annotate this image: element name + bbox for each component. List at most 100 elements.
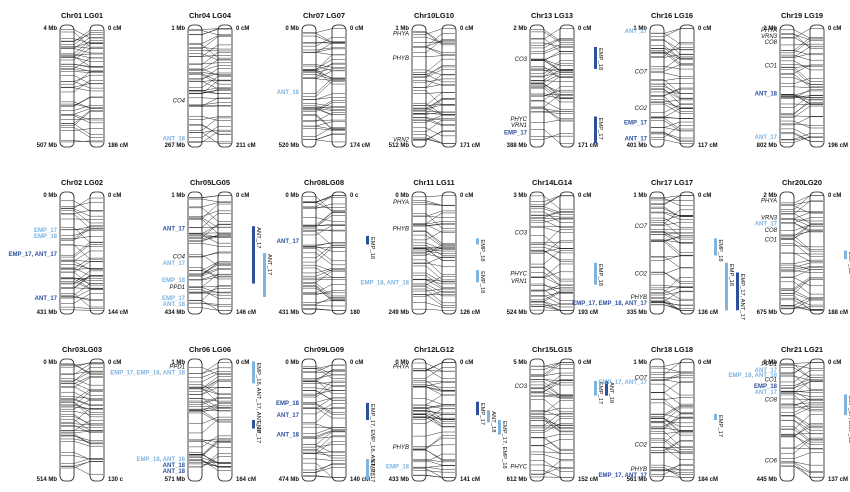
- marker-link: [663, 289, 681, 300]
- marker-link: [425, 231, 443, 246]
- marker-link: [663, 79, 681, 94]
- marker-link: [793, 461, 811, 472]
- genetic-start-label: 0 c: [350, 193, 359, 199]
- marker-link: [73, 200, 91, 212]
- marker-link: [315, 247, 333, 263]
- genetic-start-label: 0 cM: [578, 360, 591, 366]
- marker-link: [793, 362, 811, 364]
- marker-link: [315, 382, 333, 384]
- marker-link: [315, 427, 333, 434]
- marker-link: [315, 431, 333, 438]
- marker-link: [315, 364, 333, 373]
- marker-link: [663, 362, 681, 375]
- marker-link: [425, 279, 443, 290]
- marker-link: [663, 132, 681, 139]
- marker-link: [315, 309, 333, 311]
- marker-link: [543, 250, 561, 261]
- qtl-bar-label: ANT_18: [490, 411, 496, 432]
- qtl-bar-label: EMP_18: [728, 264, 734, 286]
- marker-link: [543, 94, 561, 99]
- marker-link: [543, 399, 561, 413]
- marker-link: [315, 242, 333, 247]
- marker-link: [315, 32, 333, 43]
- marker-link: [663, 417, 681, 430]
- marker-link: [663, 290, 681, 302]
- marker-link: [543, 306, 561, 311]
- qtl-label: ANT_18: [755, 91, 778, 97]
- marker-link: [201, 202, 219, 208]
- marker-link: [73, 425, 91, 428]
- qtl-bar-label: EMP_18: [717, 239, 723, 261]
- marker-link: [543, 451, 561, 454]
- marker-link: [793, 375, 811, 381]
- candidate-gene-label: CO8: [765, 40, 778, 46]
- panel-title: Chr07 LG07: [303, 11, 345, 20]
- marker-link: [663, 231, 681, 234]
- marker-link: [73, 408, 91, 423]
- marker-link: [201, 59, 219, 70]
- marker-link: [793, 95, 811, 108]
- marker-link: [663, 291, 681, 296]
- marker-link: [315, 41, 333, 44]
- marker-link: [425, 46, 443, 55]
- marker-link: [73, 83, 91, 88]
- physical-chromosome: [779, 24, 795, 148]
- marker-link: [425, 55, 443, 58]
- marker-link: [201, 195, 219, 199]
- marker-link: [73, 270, 91, 284]
- marker-link: [543, 133, 561, 140]
- qtl-interval-bar: [736, 272, 739, 311]
- marker-link: [315, 277, 333, 279]
- marker-link: [73, 57, 91, 69]
- marker-link: [425, 437, 443, 449]
- marker-link: [793, 95, 811, 98]
- marker-link: [663, 413, 681, 429]
- marker-link: [543, 108, 561, 119]
- marker-link: [425, 223, 443, 226]
- marker-link: [793, 259, 811, 264]
- marker-link: [425, 114, 443, 123]
- qtl-bar-label: EMP_18: [597, 48, 603, 70]
- panel-title: Chr20LG20: [782, 178, 822, 187]
- marker-link: [543, 394, 561, 397]
- marker-link: [543, 243, 561, 249]
- qtl-interval-bar: [844, 394, 847, 416]
- genetic-linkage-group: [441, 358, 457, 482]
- qtl-label: ANT_17: [277, 239, 300, 245]
- marker-link: [793, 34, 811, 41]
- marker-link: [201, 264, 219, 275]
- marker-link: [543, 195, 561, 210]
- candidate-gene-label: CO7: [635, 69, 648, 75]
- qtl-label: EMP_18: [754, 384, 778, 390]
- panel-title: Chr02 LG02: [61, 178, 103, 187]
- marker-link: [425, 107, 443, 115]
- marker-link: [425, 362, 443, 372]
- genetic-end-label: 211 cM: [236, 143, 256, 149]
- candidate-gene-label: CO1: [765, 63, 777, 69]
- marker-link: [73, 363, 91, 375]
- physical-start-label: 0 Mb: [285, 193, 299, 199]
- marker-link: [315, 403, 333, 415]
- marker-link: [425, 130, 443, 141]
- qtl-label: ANT_17: [163, 227, 186, 233]
- marker-link: [201, 62, 219, 65]
- marker-link: [425, 417, 443, 428]
- marker-link: [425, 370, 443, 372]
- marker-link: [663, 108, 681, 118]
- physical-chromosome: [59, 24, 75, 148]
- marker-link: [73, 433, 91, 444]
- marker-link: [201, 403, 219, 411]
- qtl-label: EMP_18: [34, 234, 58, 240]
- marker-link: [543, 28, 561, 40]
- marker-link: [315, 102, 333, 112]
- marker-link: [73, 261, 91, 273]
- marker-link: [543, 214, 561, 218]
- marker-link: [425, 84, 443, 88]
- physical-end-label: 431 Mb: [37, 310, 58, 316]
- marker-link: [663, 256, 681, 268]
- qtl-interval-bar: [366, 459, 369, 480]
- marker-link: [663, 83, 681, 85]
- qtl-bar-label: EMP_18: [479, 239, 485, 261]
- marker-link: [201, 52, 219, 65]
- chromosome-panel: Chr15LG15 5 Mb 612 Mb 0 cM 152 cM CO3 PHYC EMP_…: [507, 345, 614, 483]
